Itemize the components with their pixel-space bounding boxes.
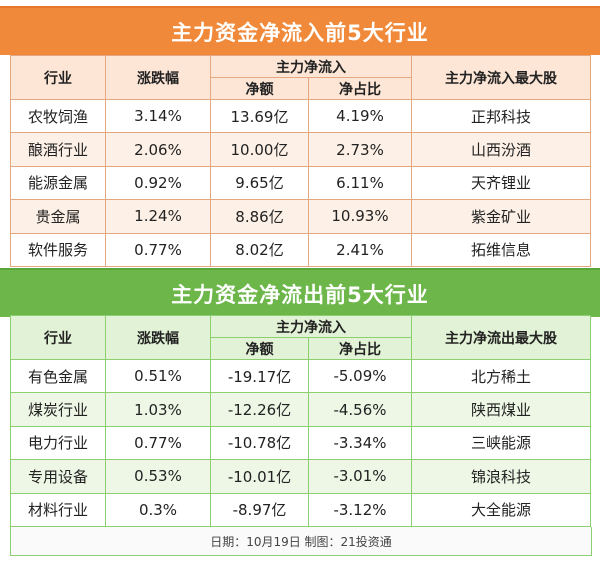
net-amount-cell: 8.02亿 xyxy=(210,232,309,267)
net-amount-cell: -8.97亿 xyxy=(210,492,309,527)
change-cell: 0.51% xyxy=(105,358,211,394)
inflow-header-net-amount: 净额 xyxy=(210,77,309,100)
table-row: 酿酒行业 2.06% 10.00亿 2.73% 山西汾酒 xyxy=(10,132,591,167)
change-cell: 1.03% xyxy=(105,392,211,427)
net-amount-cell: -10.78亿 xyxy=(210,425,309,461)
industry-cell: 专用设备 xyxy=(10,459,106,494)
inflow-header-main-net: 主力净流入 xyxy=(210,55,412,78)
table-row: 有色金属 0.51% -19.17亿 -5.09% 北方稀土 xyxy=(10,358,591,394)
change-cell: 3.14% xyxy=(105,98,211,134)
inflow-header-net-ratio: 净占比 xyxy=(308,77,412,100)
footer-credit: 日期：10月19日 制图：21投资通 xyxy=(10,527,592,556)
change-cell: 0.3% xyxy=(105,492,211,527)
change-cell: 2.06% xyxy=(105,132,211,167)
table-row: 软件服务 0.77% 8.02亿 2.41% 拓维信息 xyxy=(10,232,591,267)
table-row: 贵金属 1.24% 8.86亿 10.93% 紫金矿业 xyxy=(10,199,591,234)
net-ratio-cell: -3.34% xyxy=(308,425,412,461)
table-row: 煤炭行业 1.03% -12.26亿 -4.56% 陕西煤业 xyxy=(10,392,591,427)
net-ratio-cell: 2.73% xyxy=(308,132,412,167)
top-stock-cell: 天齐锂业 xyxy=(411,165,591,201)
table-row: 农牧饲渔 3.14% 13.69亿 4.19% 正邦科技 xyxy=(10,98,591,134)
net-amount-cell: -12.26亿 xyxy=(210,392,309,427)
change-cell: 1.24% xyxy=(105,199,211,234)
top-stock-cell: 北方稀土 xyxy=(411,358,591,394)
industry-cell: 酿酒行业 xyxy=(10,132,106,167)
top-stock-cell: 山西汾酒 xyxy=(411,132,591,167)
net-amount-cell: -10.01亿 xyxy=(210,459,309,494)
top-stock-cell: 大全能源 xyxy=(411,492,591,527)
industry-cell: 软件服务 xyxy=(10,232,106,267)
top-stock-cell: 陕西煤业 xyxy=(411,392,591,427)
outflow-header-industry: 行业 xyxy=(10,315,106,360)
change-cell: 0.53% xyxy=(105,459,211,494)
net-ratio-cell: 6.11% xyxy=(308,165,412,201)
table-row: 材料行业 0.3% -8.97亿 -3.12% 大全能源 xyxy=(10,492,591,527)
inflow-header-industry: 行业 xyxy=(10,55,106,100)
table-row: 专用设备 0.53% -10.01亿 -3.01% 锦浪科技 xyxy=(10,459,591,494)
inflow-header-top-stock: 主力净流入最大股 xyxy=(411,55,591,100)
net-ratio-cell: -3.01% xyxy=(308,459,412,494)
outflow-header-net-ratio: 净占比 xyxy=(308,337,412,360)
table-row: 电力行业 0.77% -10.78亿 -3.34% 三峡能源 xyxy=(10,425,591,461)
table-row: 能源金属 0.92% 9.65亿 6.11% 天齐锂业 xyxy=(10,165,591,201)
inflow-header-change: 涨跌幅 xyxy=(105,55,211,100)
net-amount-cell: 9.65亿 xyxy=(210,165,309,201)
inflow-table: 行业 涨跌幅 主力净流入 主力净流入最大股 净额 净占比 农牧饲渔 3.14% … xyxy=(10,55,591,267)
industry-cell: 能源金属 xyxy=(10,165,106,201)
net-ratio-cell: -5.09% xyxy=(308,358,412,394)
net-ratio-cell: -3.12% xyxy=(308,492,412,527)
top-stock-cell: 锦浪科技 xyxy=(411,459,591,494)
net-ratio-cell: 2.41% xyxy=(308,232,412,267)
outflow-header-change: 涨跌幅 xyxy=(105,315,211,360)
net-amount-cell: 10.00亿 xyxy=(210,132,309,167)
industry-cell: 有色金属 xyxy=(10,358,106,394)
net-amount-cell: 13.69亿 xyxy=(210,98,309,134)
net-ratio-cell: 10.93% xyxy=(308,199,412,234)
outflow-table: 行业 涨跌幅 主力净流入 主力净流出最大股 净额 净占比 有色金属 0.51% … xyxy=(10,315,591,527)
inflow-title: 主力资金净流入前5大行业 xyxy=(0,6,600,55)
net-amount-cell: -19.17亿 xyxy=(210,358,309,394)
top-stock-cell: 拓维信息 xyxy=(411,232,591,267)
net-ratio-cell: -4.56% xyxy=(308,392,412,427)
outflow-header-top-stock: 主力净流出最大股 xyxy=(411,315,591,360)
industry-cell: 材料行业 xyxy=(10,492,106,527)
top-stock-cell: 三峡能源 xyxy=(411,425,591,461)
outflow-header-net-amount: 净额 xyxy=(210,337,309,360)
change-cell: 0.77% xyxy=(105,232,211,267)
industry-cell: 贵金属 xyxy=(10,199,106,234)
outflow-title: 主力资金净流出前5大行业 xyxy=(0,268,600,317)
change-cell: 0.77% xyxy=(105,425,211,461)
industry-cell: 煤炭行业 xyxy=(10,392,106,427)
industry-cell: 电力行业 xyxy=(10,425,106,461)
industry-cell: 农牧饲渔 xyxy=(10,98,106,134)
net-ratio-cell: 4.19% xyxy=(308,98,412,134)
net-amount-cell: 8.86亿 xyxy=(210,199,309,234)
top-stock-cell: 正邦科技 xyxy=(411,98,591,134)
outflow-header-main-net: 主力净流入 xyxy=(210,315,412,338)
top-stock-cell: 紫金矿业 xyxy=(411,199,591,234)
change-cell: 0.92% xyxy=(105,165,211,201)
